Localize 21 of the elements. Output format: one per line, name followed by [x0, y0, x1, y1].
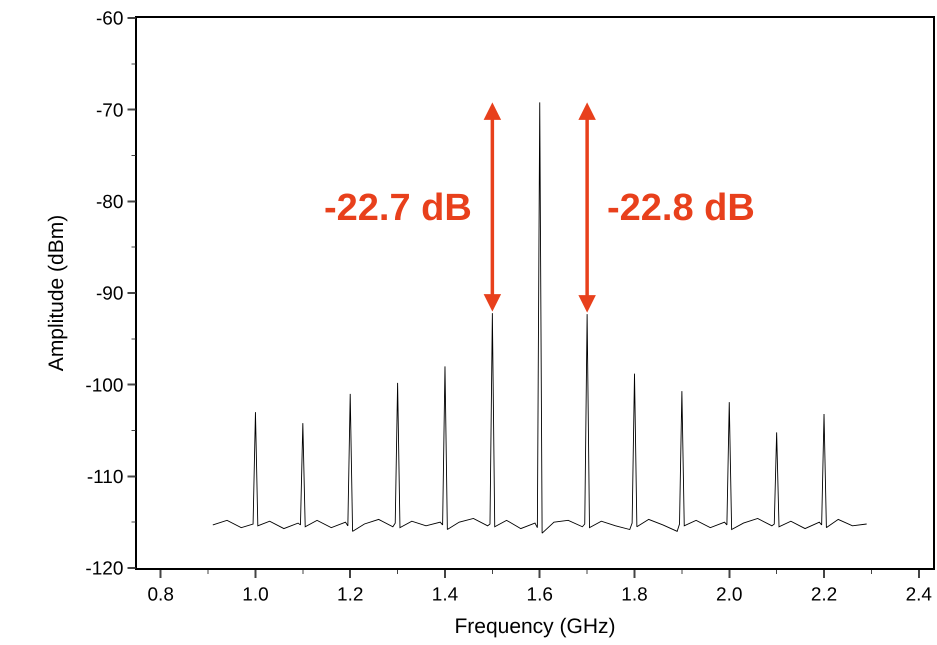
x-tick-label: 2.0: [716, 584, 742, 606]
x-tick-label: 1.2: [337, 584, 364, 606]
y-tick-label: -80: [96, 192, 124, 213]
x-tick-label: 1.4: [432, 584, 459, 606]
x-tick-label: 1.6: [526, 584, 553, 606]
annotation: -22.8 dB: [607, 187, 755, 229]
y-tick-label: -70: [96, 100, 124, 122]
x-tick-label: 1.8: [621, 584, 648, 606]
y-tick-label: -120: [85, 558, 124, 580]
x-tick-label: 2.4: [906, 584, 932, 606]
x-tick-label: 0.8: [147, 584, 174, 606]
y-tick-label: -90: [96, 284, 124, 305]
line-series: [212, 102, 868, 534]
y-tick-label: -60: [96, 8, 124, 30]
y-tick-label: -110: [86, 466, 124, 488]
x-axis-title: Frequency (GHz): [454, 615, 616, 638]
annotation: -22.7 dB: [324, 187, 472, 229]
x-tick-label: 2.2: [810, 584, 838, 606]
x-tick-label: 1.0: [242, 584, 269, 606]
y-tick-label: -100: [85, 375, 124, 396]
y-axis-title: Amplitude (dBm): [45, 214, 68, 372]
